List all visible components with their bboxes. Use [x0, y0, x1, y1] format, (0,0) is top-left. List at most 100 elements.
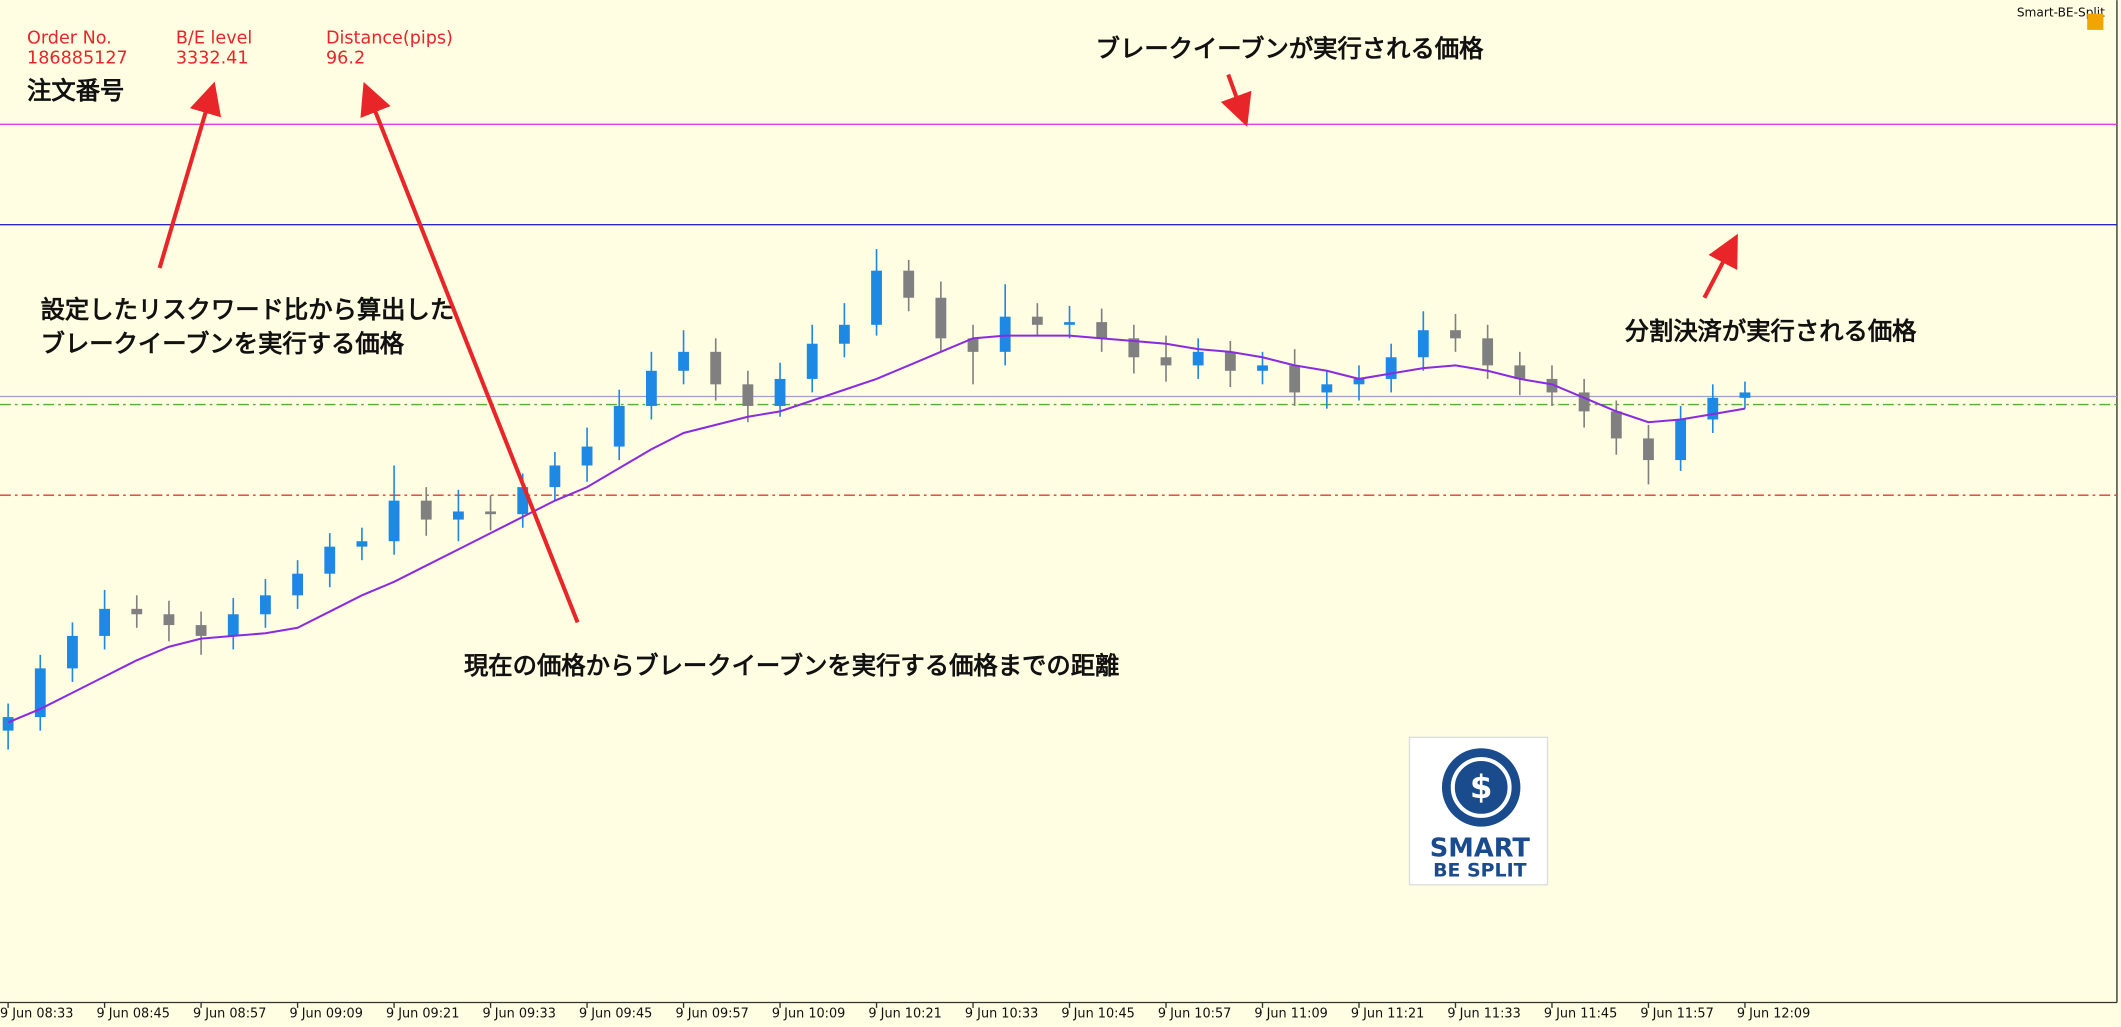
candle-body [613, 405, 625, 447]
candle-body [1160, 357, 1172, 366]
candle-body [935, 297, 947, 339]
x-tick-label: 9 Jun 11:33 [1447, 1006, 1520, 1021]
x-tick-label: 9 Jun 11:57 [1640, 1006, 1713, 1021]
candle-body [99, 608, 111, 636]
logo-text: BE SPLIT [1433, 860, 1527, 882]
candle-body [195, 625, 207, 636]
x-tick-label: 9 Jun 10:57 [1158, 1006, 1231, 1021]
candle-body [324, 546, 336, 574]
plot [0, 123, 2117, 750]
candle-body [292, 573, 303, 596]
info-label: Order No. [27, 28, 112, 48]
moving-average [7, 334, 1746, 724]
arrow [1702, 233, 1738, 299]
x-tick-label: 9 Jun 08:45 [96, 1006, 169, 1021]
x-tick-label: 9 Jun 10:45 [1061, 1006, 1134, 1021]
x-tick-label: 9 Jun 09:57 [675, 1006, 748, 1021]
candle-body [967, 338, 979, 352]
info-label: Distance(pips) [326, 28, 453, 48]
info-label: B/E level [176, 28, 252, 48]
candle-body [645, 370, 657, 406]
info-value: 186885127 [27, 49, 128, 69]
candle-body [1675, 419, 1687, 461]
candle-body [388, 500, 400, 542]
x-axis-labels: 9 Jun 08:33 9 Jun 08:45 9 Jun 08:57 9 Jun 0… [0, 1002, 1810, 1021]
candle-body [1482, 338, 1494, 366]
add-button[interactable] [2087, 13, 2104, 30]
x-tick-label: 9 Jun 11:45 [1544, 1006, 1617, 1021]
annotation: ブレークイーブンを実行する価格 [41, 329, 405, 358]
candle-body [710, 351, 722, 385]
candle-body [806, 343, 818, 379]
candle-body [903, 270, 915, 298]
candle-body [420, 500, 432, 520]
x-tick-label: 9 Jun 09:33 [482, 1006, 555, 1021]
candle-body [1707, 397, 1719, 420]
candle-body [34, 668, 46, 718]
x-tick-label: 9 Jun 12:09 [1737, 1006, 1810, 1021]
annotation: 現在の価格からブレークイーブンを実行する価格までの距離 [464, 651, 1119, 680]
x-tick-label: 9 Jun 08:57 [193, 1006, 266, 1021]
candle-body [999, 316, 1011, 352]
candle-body [1514, 365, 1526, 379]
x-tick-label: 9 Jun 10:33 [965, 1006, 1038, 1021]
arrow [1220, 73, 1252, 127]
candle-body [1128, 338, 1140, 358]
app-title: Smart-BE-Split [2017, 5, 2105, 19]
candle-body [260, 595, 271, 615]
candle-body [1610, 411, 1622, 439]
x-tick-label: 9 Jun 10:21 [868, 1006, 941, 1021]
candle-body [742, 384, 754, 406]
logo-icon: $ [1470, 768, 1493, 806]
x-tick-label: 9 Jun 09:21 [386, 1006, 459, 1021]
arrow [157, 81, 222, 269]
x-tick-label: 9 Jun 11:09 [1254, 1006, 1327, 1021]
x-tick-label: 9 Jun 09:09 [289, 1006, 362, 1021]
candle-body [1739, 392, 1751, 398]
candle-body [1096, 322, 1108, 339]
candle-body [1064, 322, 1075, 325]
order-caption: 注文番号 [27, 76, 124, 105]
candle-body [1192, 351, 1204, 366]
x-tick-label: 9 Jun 09:45 [579, 1006, 652, 1021]
x-tick-label: 9 Jun 08:33 [0, 1006, 73, 1021]
x-tick-label: 9 Jun 10:09 [772, 1006, 845, 1021]
candle-body [517, 487, 529, 515]
candle-body [163, 614, 175, 626]
candle-body [2, 717, 14, 731]
logo-text: SMART [1430, 833, 1531, 863]
candle-body [1417, 330, 1429, 358]
candle-body [452, 511, 464, 520]
info-value: 96.2 [326, 49, 365, 69]
candle-body [774, 378, 786, 406]
arrows [157, 73, 1738, 624]
annotation: ブレークイーブンが実行される価格 [1096, 34, 1484, 63]
candle-body [485, 511, 496, 515]
candle-body [1578, 392, 1590, 412]
arrow [360, 81, 580, 624]
candle-body [131, 608, 143, 615]
logo-icon [1450, 756, 1512, 818]
candle-body [549, 465, 561, 488]
candle-body [1321, 384, 1333, 393]
candle-body [1224, 351, 1236, 371]
x-tick-label: 9 Jun 11:21 [1351, 1006, 1424, 1021]
candle-body [871, 270, 882, 325]
annotation: 設定したリスクワード比から算出した [41, 295, 455, 324]
candle-body [67, 635, 78, 669]
candle-body [1450, 330, 1461, 339]
candle-body [1353, 378, 1365, 385]
candle-body [1385, 357, 1397, 379]
candle-body [838, 324, 850, 344]
candle-body [1643, 438, 1654, 461]
candle-body [1031, 316, 1043, 325]
candle-body [581, 446, 593, 466]
candle-body [1289, 365, 1301, 393]
candle-body [678, 351, 689, 371]
candle-body [356, 541, 368, 547]
candle-body [1546, 378, 1558, 393]
annotation: 分割決済が実行される価格 [1625, 317, 1918, 346]
